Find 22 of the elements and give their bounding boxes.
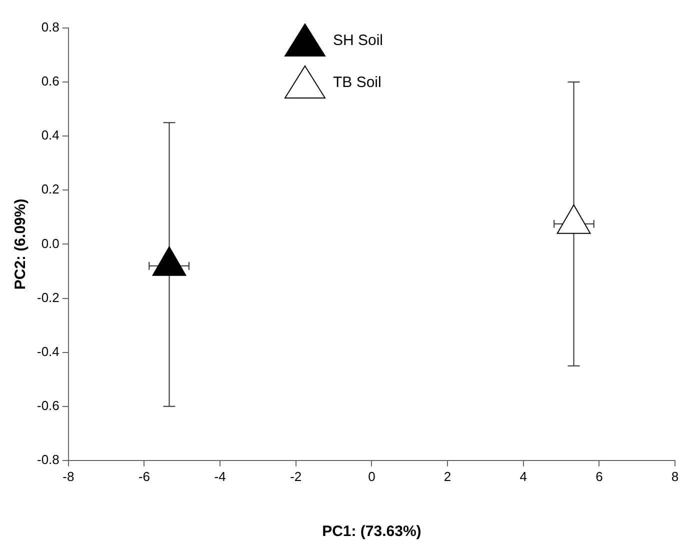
y-axis-title: PC2: (6.09%) <box>12 198 30 290</box>
legend-label: TB Soil <box>333 74 382 90</box>
x-axis-title: PC1: (73.63%) <box>322 523 422 540</box>
x-tick-label: 6 <box>596 468 603 484</box>
x-tick-label: -8 <box>62 468 74 484</box>
x-tick-label: 2 <box>444 468 452 484</box>
y-tick-label: -0.4 <box>36 344 60 359</box>
x-tick-label: -6 <box>138 468 150 484</box>
x-tick-label: 4 <box>520 468 527 484</box>
y-tick-label: 0.6 <box>41 74 60 89</box>
x-tick-label: 8 <box>671 468 679 484</box>
y-tick-label: 0.2 <box>41 182 60 197</box>
x-tick-label: -2 <box>290 468 302 484</box>
legend-label: SH Soil <box>333 32 384 48</box>
y-tick-label: -0.2 <box>36 290 60 305</box>
y-tick-label: -0.6 <box>36 398 60 413</box>
y-tick-label: 0.0 <box>41 236 60 251</box>
x-tick-label: 0 <box>368 468 376 484</box>
x-tick-label: -4 <box>214 468 226 484</box>
y-tick-label: 0.8 <box>41 20 60 35</box>
y-tick-label: -0.8 <box>36 452 60 467</box>
y-tick-label: 0.4 <box>41 128 60 143</box>
